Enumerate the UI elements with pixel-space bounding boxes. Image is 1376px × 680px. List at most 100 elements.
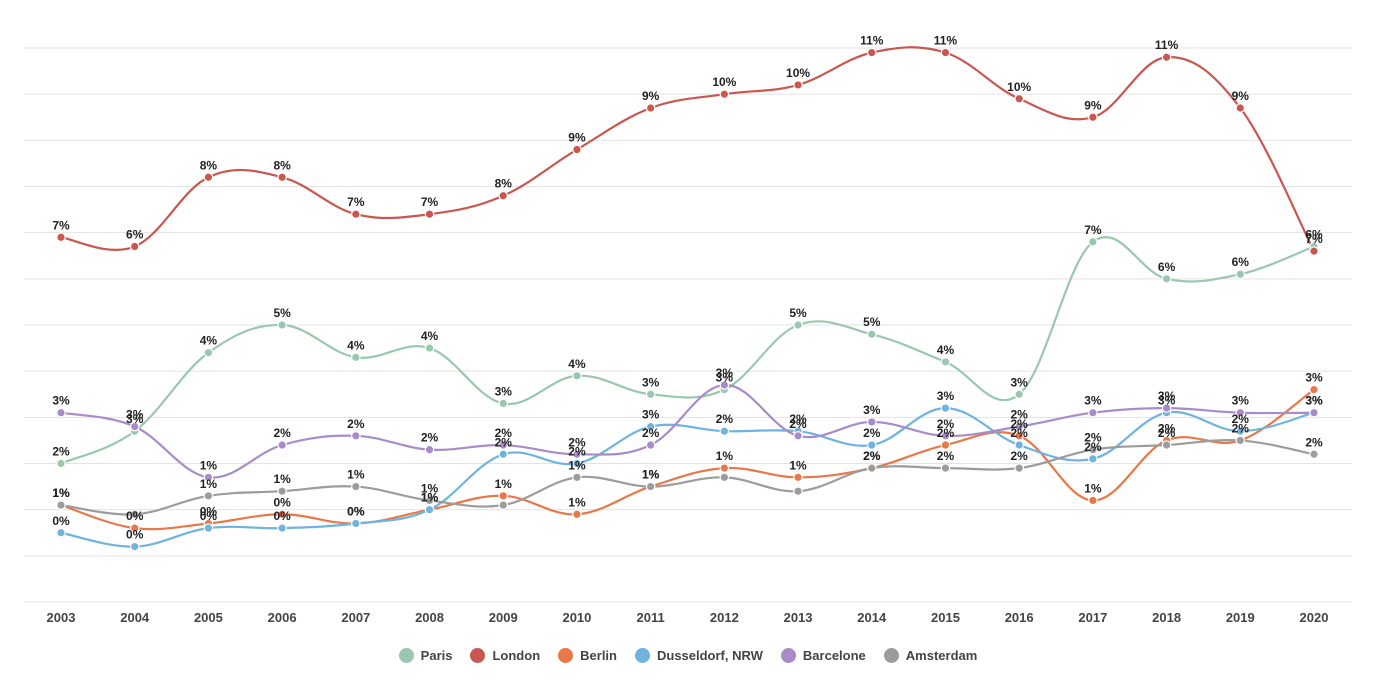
point-dusseldorf-nrw <box>277 523 287 533</box>
legend-swatch-icon <box>558 648 574 663</box>
legend-item-paris[interactable]: Paris <box>398 648 452 663</box>
point-london <box>866 47 877 58</box>
data-label-amsterdam: 1% <box>421 481 439 495</box>
point-dusseldorf-nrw <box>866 440 877 450</box>
data-label-barcelone: 3% <box>716 366 734 380</box>
point-barcelone <box>866 417 877 427</box>
x-tick-label: 2009 <box>489 610 518 625</box>
point-barcelone <box>424 444 435 455</box>
point-dusseldorf-nrw <box>572 458 582 469</box>
legend-item-london[interactable]: London <box>470 648 540 663</box>
data-label-berlin: 2% <box>937 426 955 440</box>
data-label-dusseldorf-nrw: 0% <box>200 509 218 523</box>
point-amsterdam <box>572 472 582 483</box>
data-label-berlin: 0% <box>126 509 144 523</box>
data-label-barcelone: 2% <box>789 417 807 431</box>
legend-item-amsterdam[interactable]: Amsterdam <box>883 648 978 663</box>
data-label-london: 6% <box>126 228 144 242</box>
data-label-paris: 4% <box>421 329 439 343</box>
data-label-amsterdam: 2% <box>1305 435 1323 449</box>
legend-item-berlin[interactable]: Berlin <box>558 648 617 663</box>
legend-label: Barcelone <box>802 648 866 663</box>
legend-label: Berlin <box>580 648 617 663</box>
data-label-barcelone: 1% <box>200 458 218 472</box>
point-london <box>940 47 951 58</box>
point-london <box>572 144 582 155</box>
point-paris <box>203 347 214 358</box>
legend-item-dusseldorf-nrw[interactable]: Dusseldorf, NRW <box>634 648 763 663</box>
point-barcelone <box>793 430 803 441</box>
data-label-london: 8% <box>495 177 513 191</box>
point-paris <box>351 352 361 363</box>
legend-item-barcelone[interactable]: Barcelone <box>780 648 866 663</box>
point-london <box>1014 93 1024 104</box>
point-amsterdam <box>793 486 803 496</box>
legend-swatch-icon <box>398 648 414 663</box>
data-label-dusseldorf-nrw: 0% <box>52 514 70 528</box>
data-label-paris: 6% <box>1232 255 1250 269</box>
data-label-dusseldorf-nrw: 2% <box>1011 426 1029 440</box>
x-tick-label: 2003 <box>47 610 76 625</box>
data-label-berlin: 2% <box>1158 421 1176 435</box>
x-tick-label: 2020 <box>1300 610 1329 625</box>
data-label-paris: 5% <box>789 306 807 320</box>
data-label-barcelone: 3% <box>1305 394 1323 408</box>
data-label-berlin: 1% <box>52 486 70 500</box>
point-dusseldorf-nrw <box>203 523 214 533</box>
point-paris <box>572 370 582 381</box>
data-label-london: 9% <box>642 89 660 103</box>
data-label-berlin: 1% <box>716 449 734 463</box>
legend: Paris London Berlin Dusseldorf, NRW Barcelon… <box>0 648 1376 666</box>
data-label-amsterdam: 1% <box>200 477 218 491</box>
data-label-berlin: 1% <box>495 477 513 491</box>
data-label-barcelone: 3% <box>126 408 144 422</box>
series-line-amsterdam <box>60 438 1315 516</box>
x-tick-label: 2018 <box>1152 610 1181 625</box>
x-tick-label: 2016 <box>1005 610 1034 625</box>
point-amsterdam <box>1235 435 1246 446</box>
data-label-london: 8% <box>200 158 218 172</box>
point-paris <box>866 329 877 340</box>
data-label-paris: 3% <box>716 371 734 385</box>
data-label-paris: 6% <box>1158 260 1176 274</box>
point-dusseldorf-nrw <box>424 504 435 515</box>
point-paris <box>56 458 66 469</box>
data-label-dusseldorf-nrw: 3% <box>642 408 660 422</box>
data-label-berlin: 1% <box>568 495 586 509</box>
data-label-berlin: 0% <box>200 505 218 519</box>
data-label-london: 11% <box>1155 38 1179 52</box>
x-tick-label: 2017 <box>1078 610 1107 625</box>
legend-label: Amsterdam <box>905 648 978 663</box>
point-berlin <box>1309 384 1319 395</box>
point-london <box>719 89 730 99</box>
data-label-berlin: 2% <box>1232 421 1250 435</box>
data-label-berlin: 1% <box>1084 481 1102 495</box>
point-paris <box>277 320 287 330</box>
legend-label: Dusseldorf, NRW <box>656 648 763 663</box>
legend-swatch-icon <box>780 648 796 663</box>
point-amsterdam <box>1014 463 1024 473</box>
data-label-dusseldorf-nrw: 3% <box>1158 394 1176 408</box>
point-dusseldorf-nrw <box>940 403 951 413</box>
x-tick-label: 2010 <box>562 610 591 625</box>
point-barcelone <box>1014 421 1024 432</box>
point-dusseldorf-nrw <box>56 527 66 538</box>
data-label-dusseldorf-nrw: 2% <box>789 412 807 426</box>
data-label-london: 9% <box>1084 98 1102 112</box>
point-barcelone <box>56 407 66 418</box>
data-label-berlin: 0% <box>347 505 365 519</box>
data-label-london: 11% <box>860 34 884 48</box>
point-berlin <box>1088 495 1098 506</box>
data-label-london: 10% <box>1007 80 1031 94</box>
point-barcelone <box>1235 407 1246 418</box>
point-amsterdam <box>940 463 951 473</box>
data-label-london: 10% <box>712 75 736 89</box>
point-barcelone <box>351 430 361 441</box>
point-paris <box>1014 389 1024 400</box>
point-amsterdam <box>1161 440 1172 450</box>
data-label-berlin: 0% <box>273 495 291 509</box>
data-label-amsterdam: 2% <box>1084 431 1102 445</box>
data-label-paris: 3% <box>495 384 513 398</box>
x-tick-label: 2005 <box>194 610 223 625</box>
point-barcelone <box>203 472 214 483</box>
